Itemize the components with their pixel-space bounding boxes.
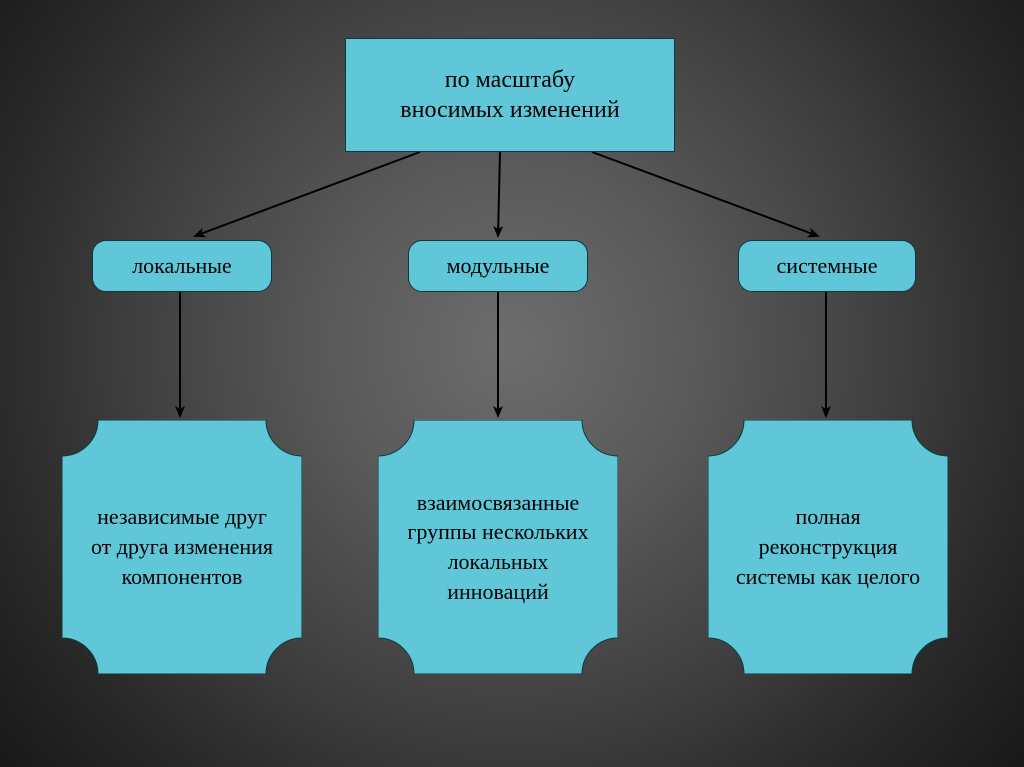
pill-systemic: системные xyxy=(738,240,916,292)
leaf-systemic-label: полная реконструкция системы как целого xyxy=(708,420,948,674)
pill-local-label: локальные xyxy=(132,252,232,280)
root-label: по масштабувносимых изменений xyxy=(400,65,619,125)
slide-stage: по масштабувносимых изменений локальные … xyxy=(0,0,1024,767)
pill-systemic-label: системные xyxy=(777,252,878,280)
leaf-modular-label: взаимосвязанные группы нескольких локаль… xyxy=(378,420,618,674)
leaf-systemic: полная реконструкция системы как целого xyxy=(708,420,948,674)
pill-local: локальные xyxy=(92,240,272,292)
root-node: по масштабувносимых изменений xyxy=(345,38,675,152)
leaf-local-label: независимые друг от друга изменения комп… xyxy=(62,420,302,674)
leaf-local: независимые друг от друга изменения комп… xyxy=(62,420,302,674)
pill-modular: модульные xyxy=(408,240,588,292)
leaf-modular: взаимосвязанные группы нескольких локаль… xyxy=(378,420,618,674)
pill-modular-label: модульные xyxy=(447,252,550,280)
